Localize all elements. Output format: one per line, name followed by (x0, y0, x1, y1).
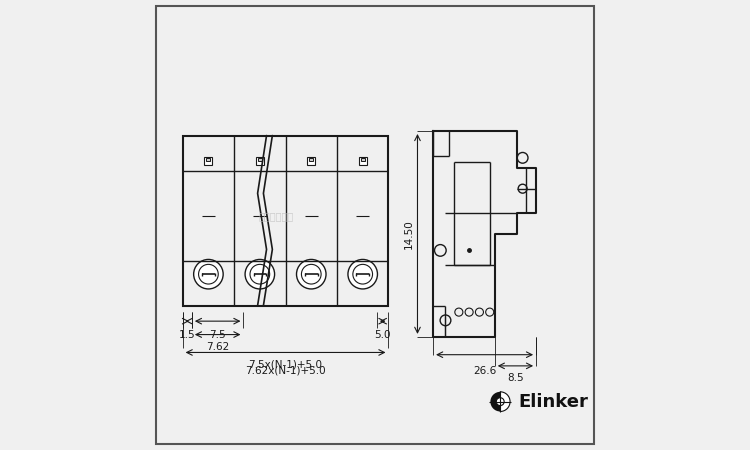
Wedge shape (490, 392, 500, 411)
Text: 14.50: 14.50 (404, 219, 413, 249)
Circle shape (302, 264, 321, 284)
Text: 7.62: 7.62 (206, 342, 230, 352)
Text: 1.5: 1.5 (179, 330, 196, 340)
Text: 7.62x(N-1)+5.0: 7.62x(N-1)+5.0 (245, 366, 326, 376)
Bar (256, 157, 264, 165)
Text: 8.5: 8.5 (507, 373, 524, 382)
Circle shape (296, 260, 326, 289)
Circle shape (348, 260, 377, 289)
Bar (258, 158, 262, 162)
Bar (309, 158, 314, 162)
Text: 5.0: 5.0 (374, 330, 391, 340)
Circle shape (245, 260, 274, 289)
Text: 7.5x(N-1)+5.0: 7.5x(N-1)+5.0 (248, 359, 322, 369)
Text: Elinker: Elinker (518, 393, 588, 411)
Bar (206, 158, 211, 162)
Text: 互诚图配电气: 互诚图配电气 (259, 211, 294, 221)
Bar (308, 157, 315, 165)
Bar (183, 135, 388, 306)
Circle shape (496, 398, 504, 405)
Circle shape (199, 264, 218, 284)
Wedge shape (500, 392, 510, 411)
Text: 7.5: 7.5 (209, 330, 226, 340)
Bar (358, 157, 367, 165)
Circle shape (352, 264, 373, 284)
Circle shape (194, 260, 224, 289)
Bar (361, 158, 364, 162)
Circle shape (250, 264, 270, 284)
Bar (205, 157, 212, 165)
Text: 26.6: 26.6 (473, 366, 496, 376)
